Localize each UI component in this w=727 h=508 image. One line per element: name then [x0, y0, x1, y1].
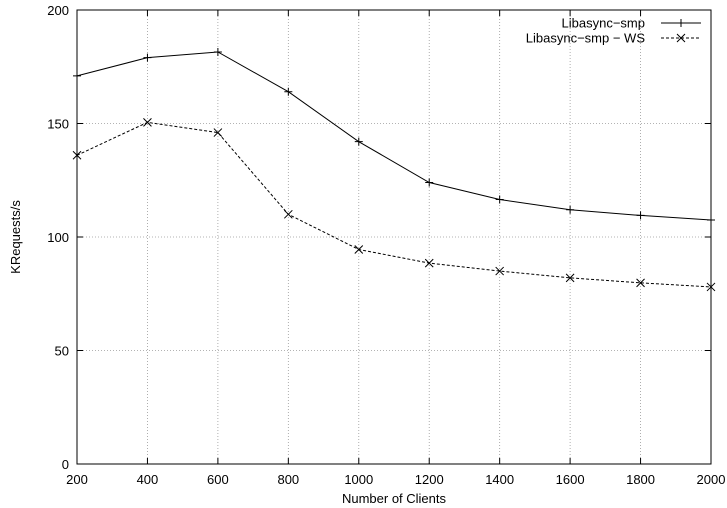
series-2 [72, 118, 716, 292]
x-tick-label: 1400 [485, 472, 514, 487]
data-point [495, 266, 505, 276]
data-point [636, 278, 645, 288]
data-point [636, 211, 645, 220]
data-point [565, 273, 575, 283]
data-point [213, 47, 222, 56]
x-tick-label: 2000 [697, 472, 726, 487]
data-point [143, 118, 152, 127]
grid [77, 10, 711, 464]
data-point [354, 137, 363, 146]
y-tick-label: 0 [62, 457, 69, 472]
x-tick-label: 1000 [344, 472, 373, 487]
data-point [566, 205, 575, 214]
data-point [354, 245, 364, 254]
y-tick-label: 150 [47, 117, 69, 132]
x-tick-label: 600 [207, 472, 229, 487]
data-point [143, 53, 152, 62]
legend-marker [676, 33, 686, 43]
plot-frame [76, 9, 712, 465]
y-tick-label: 200 [47, 3, 69, 18]
x-axis-tick-labels: 200 400 600 800 1000 1200 1400 1600 1800 2000 [66, 472, 725, 487]
x-tick-label: 200 [66, 472, 88, 487]
series-line [76, 121, 712, 288]
series-1 [73, 47, 715, 224]
y-tick-label: 100 [47, 230, 69, 245]
series-line [76, 51, 712, 221]
y-tick-label: 50 [55, 344, 69, 359]
data-point [283, 209, 293, 219]
series [72, 47, 716, 292]
data-point [284, 87, 293, 96]
legend-item: Libasync−smp − WS [526, 31, 701, 46]
x-tick-label: 400 [137, 472, 159, 487]
data-point [495, 195, 504, 204]
legend-label: Libasync−smp [562, 16, 645, 31]
legend-item: Libasync−smp [562, 16, 701, 31]
legend-label: Libasync−smp − WS [526, 31, 646, 46]
axis-ticks [76, 9, 712, 465]
y-axis-tick-labels: 0 50 100 150 200 [47, 3, 69, 472]
x-tick-label: 1600 [556, 472, 585, 487]
x-axis-label: Number of Clients [342, 491, 447, 506]
data-point [213, 128, 223, 137]
x-tick-label: 800 [277, 472, 299, 487]
data-point [425, 178, 434, 187]
legend-marker [677, 19, 685, 27]
data-point [424, 258, 434, 268]
x-tick-label: 1200 [415, 472, 444, 487]
y-axis-label: KRequests/s [8, 200, 23, 274]
x-tick-label: 1800 [626, 472, 655, 487]
